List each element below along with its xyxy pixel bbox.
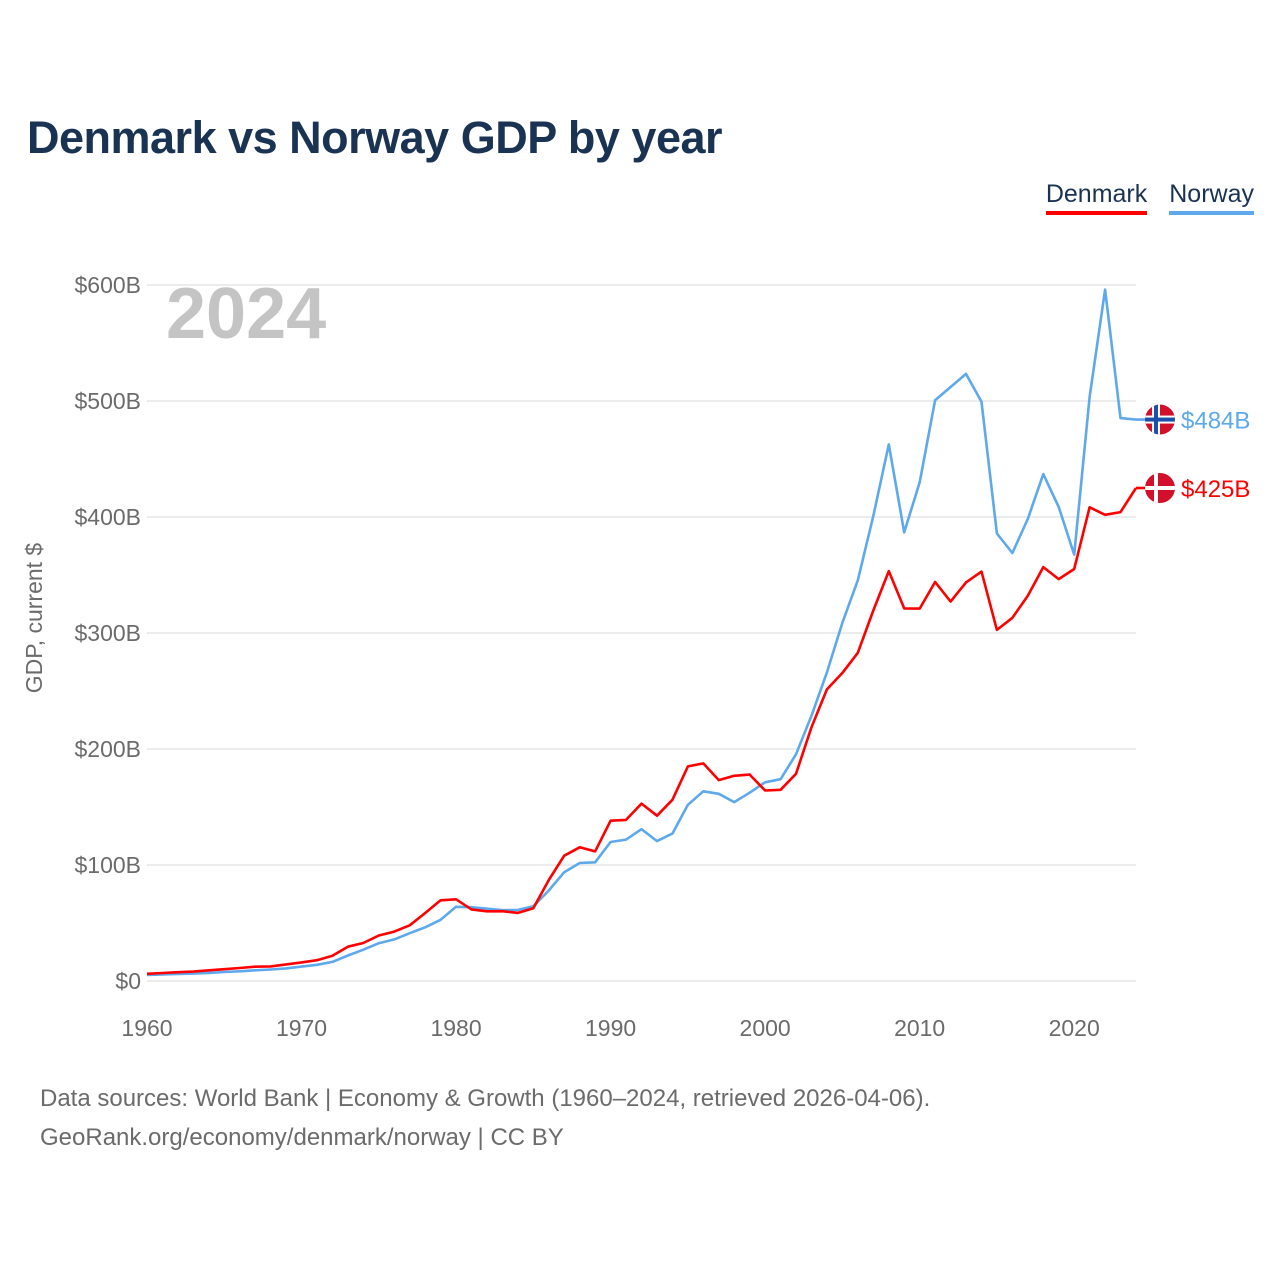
y-tick-label: $0 bbox=[115, 968, 141, 994]
x-tick-label: 2000 bbox=[740, 1015, 791, 1041]
y-tick-label: $400B bbox=[74, 504, 141, 530]
series-line-denmark bbox=[146, 487, 1138, 976]
norway-flag-icon bbox=[1145, 404, 1175, 435]
footer-credit[interactable]: GeoRank.org/economy/denmark/norway | CC … bbox=[40, 1124, 564, 1151]
y-tick-label: $600B bbox=[74, 272, 141, 298]
x-tick-label: 2010 bbox=[894, 1015, 945, 1041]
series-line-norway bbox=[146, 288, 1137, 977]
x-tick-label: 1970 bbox=[276, 1015, 327, 1041]
y-tick-label: $500B bbox=[74, 388, 141, 414]
x-tick-label: 1980 bbox=[430, 1015, 481, 1041]
y-tick-label: $300B bbox=[74, 620, 141, 646]
chart-title: Denmark vs Norway GDP by year bbox=[27, 112, 723, 163]
y-axis-label: GDP, current $ bbox=[21, 543, 47, 694]
legend-denmark[interactable]: Denmark bbox=[1045, 180, 1148, 215]
end-value-label-norway: $484B bbox=[1181, 408, 1250, 435]
footer-sources: Data sources: World Bank | Economy & Gro… bbox=[40, 1085, 931, 1112]
y-tick-label: $200B bbox=[74, 736, 141, 762]
x-tick-label: 1990 bbox=[585, 1015, 636, 1041]
end-value-label-denmark: $425B bbox=[1181, 476, 1250, 503]
denmark-flag-icon bbox=[1145, 473, 1175, 503]
y-tick-label: $100B bbox=[74, 852, 141, 878]
year-watermark: 2024 bbox=[166, 274, 326, 354]
x-tick-label: 1960 bbox=[121, 1015, 172, 1041]
legend: Denmark Norway bbox=[1045, 180, 1254, 215]
x-tick-label: 2020 bbox=[1049, 1015, 1100, 1041]
legend-norway[interactable]: Norway bbox=[1169, 180, 1254, 215]
